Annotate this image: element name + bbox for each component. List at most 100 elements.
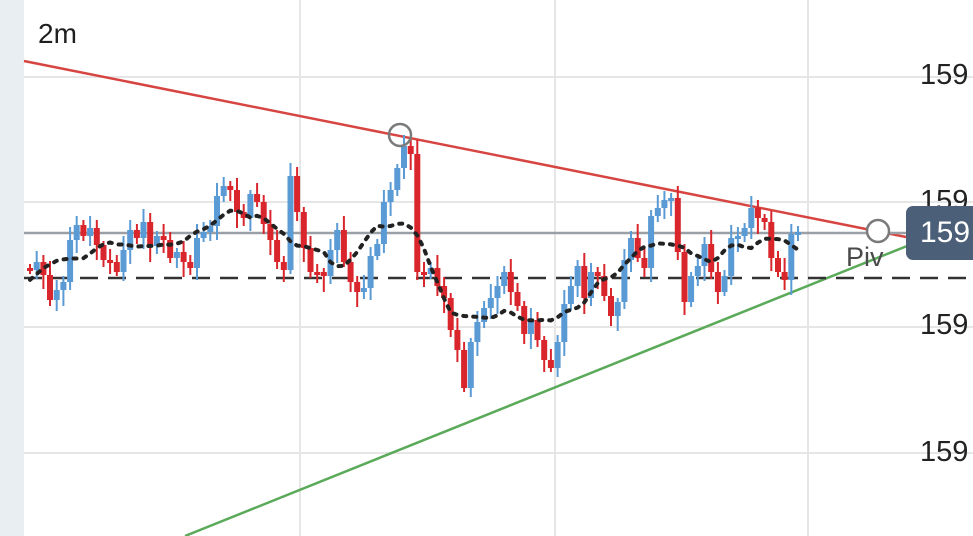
candle-body — [781, 272, 788, 280]
candle-body — [220, 186, 227, 196]
candle-body — [407, 146, 414, 154]
candle-body — [187, 262, 194, 268]
y-axis-label: 159 — [920, 59, 969, 91]
candle-body — [634, 238, 641, 258]
candle-body — [73, 225, 80, 240]
candle-body — [481, 308, 488, 322]
candle-body — [788, 234, 795, 280]
touch-point-marker — [387, 122, 413, 148]
candle-body — [527, 320, 534, 334]
chart-overlays — [28, 122, 891, 323]
candle-body — [360, 288, 367, 292]
candle-body — [394, 168, 401, 190]
candle-body — [467, 342, 474, 388]
candle-body — [234, 190, 240, 212]
candle-body — [594, 272, 601, 276]
candle-body — [320, 272, 327, 276]
y-axis-label: 159 — [920, 436, 969, 468]
candle-body — [547, 360, 554, 368]
candle-body — [127, 230, 134, 250]
candle-body — [514, 292, 521, 306]
candle-body — [27, 268, 33, 271]
y-axis-label: 159 — [920, 309, 969, 341]
candle-body — [567, 286, 574, 304]
candle-body — [454, 330, 461, 350]
candle-body — [227, 186, 234, 190]
candle-body — [354, 282, 361, 292]
candle-body — [434, 268, 441, 286]
candle-body — [207, 226, 214, 232]
candle-body — [614, 302, 621, 316]
candle-body — [728, 238, 735, 276]
candle-body — [654, 208, 661, 216]
candle-body — [254, 194, 261, 202]
candle-body — [380, 202, 387, 244]
candle-body — [300, 212, 307, 248]
candle-body — [267, 224, 274, 240]
candle-body — [247, 194, 254, 218]
candle-body — [668, 198, 675, 201]
candle-body — [260, 202, 267, 224]
timeframe-label[interactable]: 2m — [38, 18, 77, 49]
candle-body — [133, 230, 140, 238]
candle-body — [314, 272, 321, 275]
candle-body — [574, 266, 581, 286]
candle-body — [541, 340, 548, 360]
candle-body — [768, 222, 775, 258]
chart-grid — [24, 0, 973, 536]
candle-body — [741, 228, 748, 236]
candle-body — [47, 275, 53, 300]
candle-body — [374, 244, 381, 256]
candle-body — [641, 258, 648, 268]
candle-body — [714, 272, 721, 292]
candle-body — [87, 228, 94, 236]
candle-body — [93, 228, 100, 245]
candle-body — [107, 260, 114, 263]
candlestick-series — [27, 135, 801, 397]
candle-body — [521, 306, 528, 334]
candle-body — [33, 262, 40, 270]
left-edge-strip — [0, 0, 24, 536]
candle-body — [387, 190, 394, 202]
candle-body — [67, 240, 74, 282]
candle-body — [754, 208, 761, 218]
candle-body — [200, 232, 207, 238]
candle-body — [120, 250, 127, 272]
candle-body — [307, 248, 314, 272]
candle-body — [180, 252, 187, 262]
candle-body — [280, 262, 287, 270]
candle-body — [294, 176, 301, 212]
moving-average-line — [28, 208, 800, 323]
candle-body — [287, 176, 294, 270]
candle-body — [608, 296, 614, 316]
candle-body — [561, 304, 568, 342]
candle-body — [414, 154, 421, 272]
candle-body — [734, 236, 741, 239]
candle-body — [795, 232, 801, 235]
candle-body — [775, 258, 781, 272]
candle-body — [167, 240, 174, 258]
candle-body — [761, 218, 768, 222]
candle-body — [507, 272, 514, 292]
current-price-badge[interactable]: 159 — [906, 206, 973, 260]
candle-body — [113, 262, 120, 272]
candle-body — [474, 322, 481, 342]
candle-body — [160, 236, 167, 240]
candle-body — [334, 230, 341, 250]
candle-body — [153, 236, 160, 246]
candle-body — [648, 216, 655, 268]
candle-body — [708, 244, 715, 272]
candle-body — [681, 252, 688, 302]
candle-body — [173, 252, 180, 258]
candle-body — [347, 262, 354, 282]
candle-body — [461, 350, 468, 388]
pivot-anchor-marker — [865, 218, 891, 244]
candle-body — [421, 272, 427, 275]
candle-body — [140, 222, 147, 238]
candle-body — [588, 272, 594, 298]
candle-body — [340, 230, 347, 262]
candle-body — [501, 272, 508, 286]
candle-body — [447, 298, 454, 330]
